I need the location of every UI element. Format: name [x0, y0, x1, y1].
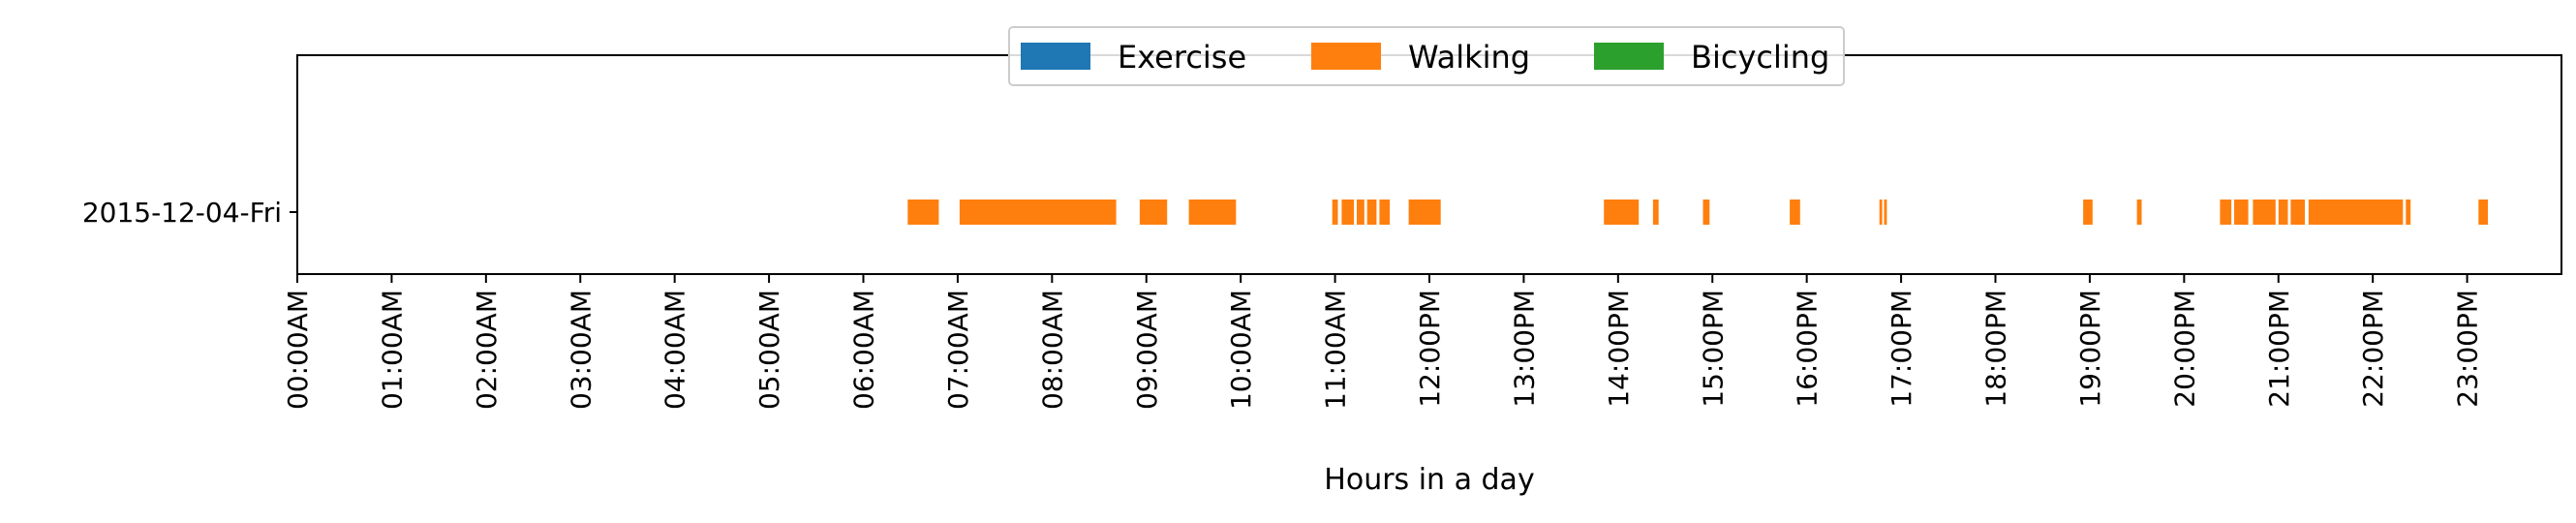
x-tick-label: 02:00AM	[471, 290, 503, 410]
activity-bar-walking	[1188, 200, 1237, 225]
x-tick-label: 19:00PM	[2074, 290, 2106, 408]
x-tick-label: 15:00PM	[1697, 290, 1729, 408]
y-axis: 2015-12-04-Fri	[82, 197, 297, 229]
legend-swatch-bicycling	[1594, 43, 1664, 70]
x-tick-label: 20:00PM	[2168, 290, 2200, 408]
x-tick-label: 05:00AM	[753, 290, 785, 410]
legend: Exercise Walking Bicycling	[1008, 26, 1845, 86]
activity-bar-walking	[1357, 200, 1365, 225]
legend-box	[1008, 26, 1845, 86]
plot-frame	[296, 54, 2562, 275]
x-tick-label: 22:00PM	[2357, 290, 2389, 408]
activity-bar-walking	[1604, 200, 1640, 225]
x-tick-label: 11:00AM	[1320, 290, 1352, 410]
x-tick-label: 21:00PM	[2263, 290, 2295, 408]
activity-bar-walking	[1790, 200, 1800, 225]
activity-bar-walking	[1702, 200, 1710, 225]
x-tick-label: 01:00AM	[376, 290, 408, 410]
x-tick-label: 10:00AM	[1225, 290, 1257, 410]
activity-bar-walking	[2253, 200, 2276, 225]
activity-bar-walking	[907, 200, 939, 225]
x-tick-label: 07:00AM	[942, 290, 974, 410]
x-tick-label: 17:00PM	[1886, 290, 1917, 408]
activity-bar-walking	[1139, 200, 1168, 225]
activity-bar-walking	[2220, 200, 2232, 225]
activity-bar-walking	[959, 200, 1117, 225]
legend-swatch-exercise	[1021, 43, 1090, 70]
activity-bar-walking	[1879, 200, 1883, 225]
activity-bar-walking	[2406, 200, 2411, 225]
y-tick-label: 2015-12-04-Fri	[82, 197, 282, 229]
activity-bar-walking	[1408, 200, 1441, 225]
activity-bar-walking	[2234, 200, 2249, 225]
activity-bar-walking	[1341, 200, 1355, 225]
x-tick-label: 08:00AM	[1036, 290, 1068, 410]
activity-bar-walking	[2278, 200, 2288, 225]
activity-bar-walking	[2083, 200, 2093, 225]
activity-bar-walking	[1366, 200, 1377, 225]
x-tick-label: 23:00PM	[2452, 290, 2484, 408]
activity-bar-walking	[1332, 200, 1338, 225]
activity-bar-walking	[2290, 200, 2305, 225]
activity-bar-walking	[1379, 200, 1391, 225]
x-tick-label: 09:00AM	[1131, 290, 1163, 410]
activity-bar-walking	[2478, 200, 2488, 225]
x-tick-label: 12:00PM	[1414, 290, 1446, 408]
activity-bar-walking	[1884, 200, 1887, 225]
activity-bar-walking	[2136, 200, 2142, 225]
x-axis-label: Hours in a day	[1324, 463, 1534, 497]
legend-label-bicycling: Bicycling	[1691, 39, 1829, 76]
x-tick-label: 18:00PM	[1980, 290, 2012, 408]
x-axis: 00:00AM 01:00AM 02:00AM 03:00AM 04:00AM 05:00…	[282, 274, 2484, 410]
x-tick-label: 06:00AM	[848, 290, 880, 410]
legend-label-exercise: Exercise	[1118, 39, 1246, 76]
x-tick-label: 03:00AM	[565, 290, 597, 410]
x-tick-label: 00:00AM	[282, 290, 314, 410]
legend-label-walking: Walking	[1408, 39, 1530, 76]
activity-bar-walking	[1652, 200, 1659, 225]
x-tick-label: 14:00PM	[1603, 290, 1635, 408]
legend-swatch-walking	[1311, 43, 1381, 70]
activity-bars	[907, 200, 2488, 225]
x-tick-label: 16:00PM	[1792, 290, 1824, 408]
x-tick-label: 04:00AM	[659, 290, 691, 410]
x-tick-label: 13:00PM	[1508, 290, 1540, 408]
activity-bar-walking	[2308, 200, 2404, 225]
